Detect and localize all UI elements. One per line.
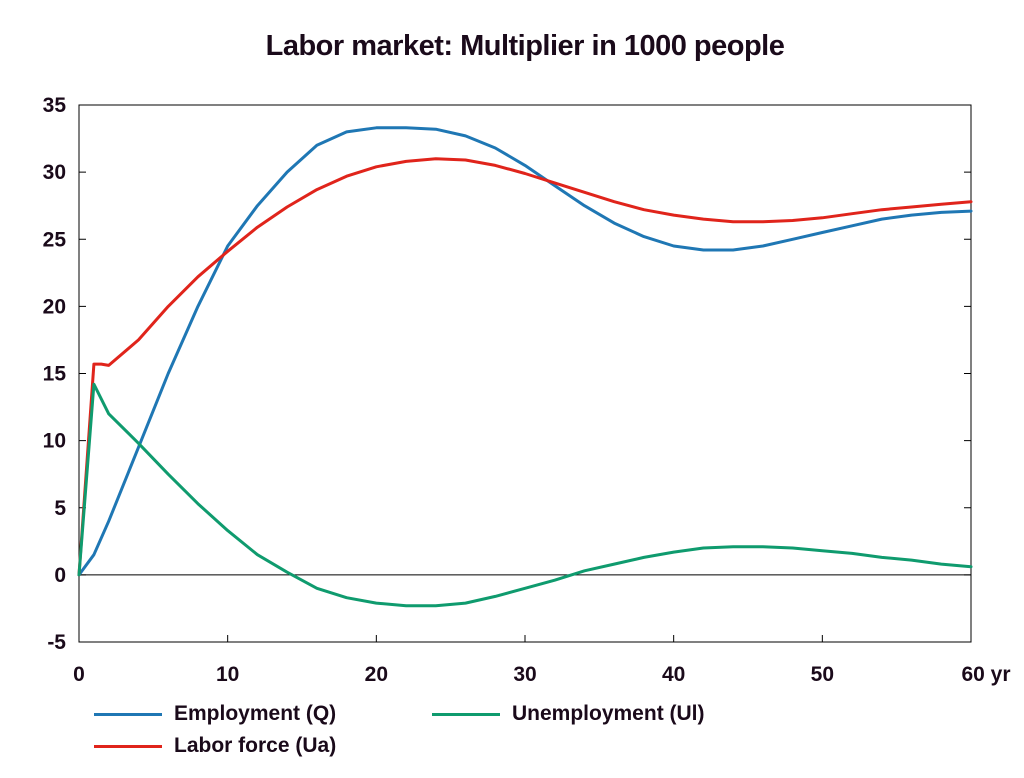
y-tick-label: 0 xyxy=(54,564,66,587)
legend-swatch-labor-force xyxy=(94,744,162,748)
x-tick-label: 10 xyxy=(216,663,239,686)
chart-title: Labor market: Multiplier in 1000 people xyxy=(265,30,785,62)
legend-swatch-employment xyxy=(94,712,162,716)
series-lines xyxy=(77,126,973,608)
y-tick-label: 15 xyxy=(43,363,67,386)
x-tick-label: 50 xyxy=(811,663,834,686)
x-tick-label: 60 yr xyxy=(961,663,1010,686)
legend-item-labor-force: Labor force (Ua) xyxy=(94,734,336,758)
legend-item-unemployment: Unemployment (Ul) xyxy=(432,702,705,726)
y-tick-label: 20 xyxy=(43,295,66,318)
legend-label-employment: Employment (Q) xyxy=(174,702,337,725)
x-tick-label: 20 xyxy=(365,663,388,686)
x-tick-label: 0 xyxy=(73,663,85,686)
series-line-0 xyxy=(77,126,973,577)
x-tick-label: 40 xyxy=(662,663,685,686)
legend-swatch-unemployment xyxy=(432,712,500,716)
x-tick-label: 30 xyxy=(513,663,536,686)
y-tick-label: 10 xyxy=(43,430,66,453)
y-tick-label: -5 xyxy=(47,631,66,654)
y-tick-label: 30 xyxy=(43,161,66,184)
legend-label-unemployment: Unemployment (Ul) xyxy=(512,702,705,725)
legend-item-employment: Employment (Q) xyxy=(94,702,336,726)
tick-labels: -5 0 5 10 15 20 25 30 35 0 10 20 30 40 50 60 yr xyxy=(43,94,1011,686)
legend-label-labor-force: Labor force (Ua) xyxy=(174,734,337,757)
series-line-1 xyxy=(77,157,973,577)
plot-frame xyxy=(78,104,972,643)
axes xyxy=(78,104,972,643)
y-tick-label: 25 xyxy=(43,228,67,251)
y-tick-label: 35 xyxy=(43,94,67,117)
y-tick-label: 5 xyxy=(54,497,66,520)
series-line-2 xyxy=(77,382,973,608)
